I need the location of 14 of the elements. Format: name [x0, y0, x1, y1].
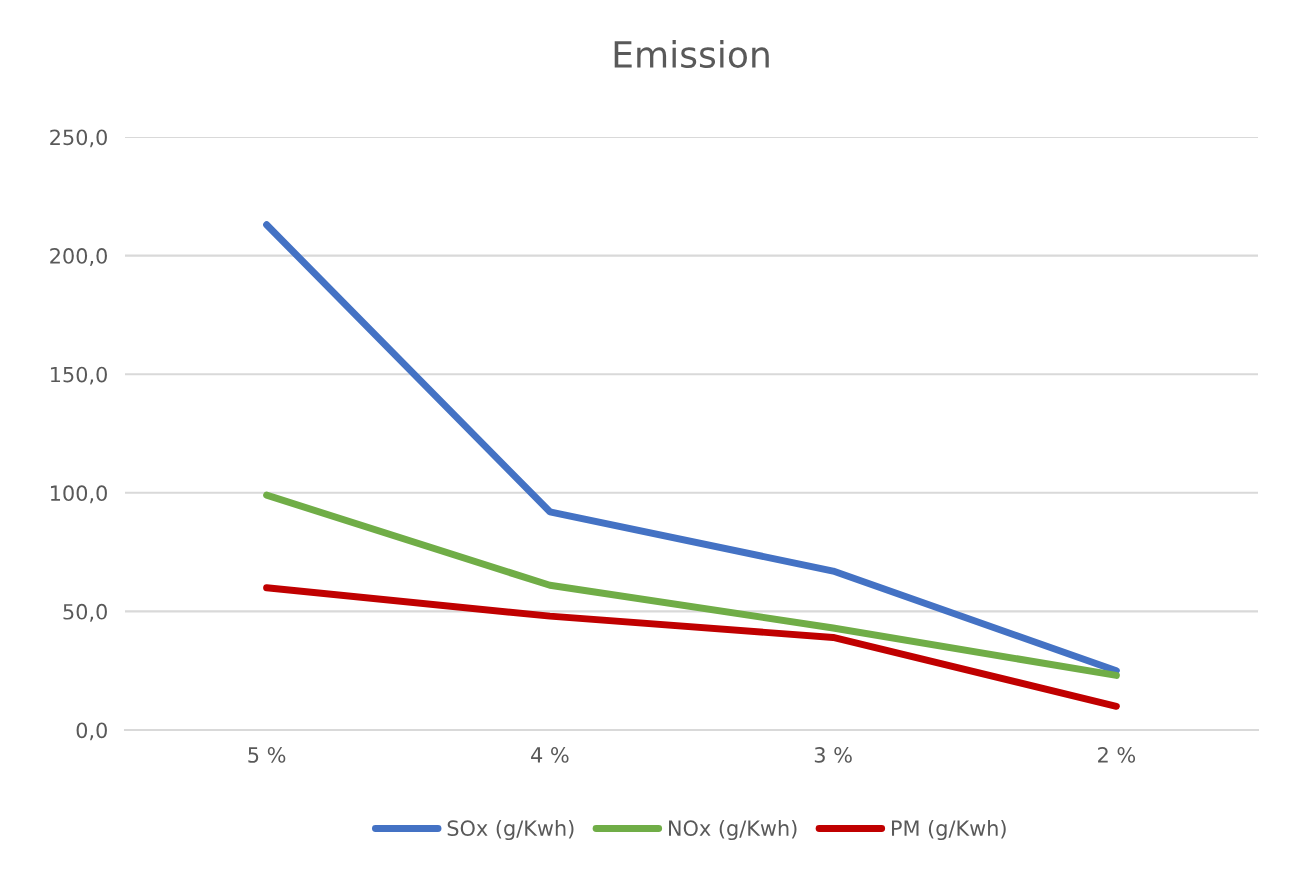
- y-tick-label: 150,0: [50, 366, 107, 385]
- chart-title: Emission: [614, 40, 769, 69]
- legend-label: NOx (g/Kwh): [669, 819, 797, 841]
- legend-label: SOx (g/Kwh): [447, 819, 574, 841]
- y-tick-label: 50,0: [63, 603, 107, 622]
- x-tick-label: 2 %: [1098, 747, 1136, 763]
- y-tick-label: 200,0: [50, 248, 107, 266]
- y-tick-label: 250,0: [50, 129, 107, 148]
- x-tick-label: 5 %: [248, 747, 286, 763]
- x-tick-label: 3 %: [814, 747, 852, 763]
- x-tick-label: 4 %: [531, 747, 569, 763]
- y-tick-label: 0,0: [76, 722, 107, 741]
- legend-label: PM (g/Kwh): [892, 819, 1006, 841]
- y-tick-label: 100,0: [50, 485, 107, 504]
